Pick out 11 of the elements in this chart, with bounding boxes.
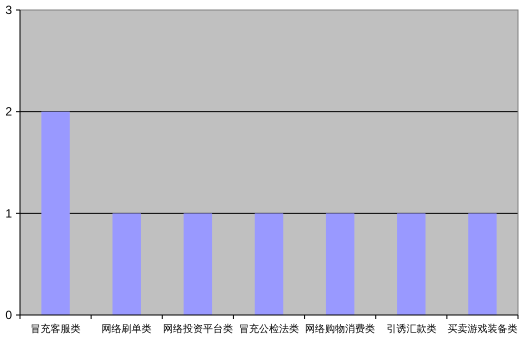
y-tick-label: 3 xyxy=(5,3,12,17)
x-tick-label: 冒充客服类 xyxy=(30,323,81,335)
x-tick-label: 网络投资平台类 xyxy=(162,323,233,335)
x-tick-label: 冒充公检法类 xyxy=(239,323,299,335)
x-tick-label: 网络购物消费类 xyxy=(305,323,376,335)
x-tick-label: 买卖游戏装备类 xyxy=(447,323,518,335)
y-tick-label: 0 xyxy=(5,308,12,322)
x-tick-label: 网络刷单类 xyxy=(102,323,152,335)
y-tick-label: 2 xyxy=(5,104,12,119)
y-tick-label: 1 xyxy=(5,206,12,220)
x-tick-label: 引诱汇款类 xyxy=(386,323,436,335)
